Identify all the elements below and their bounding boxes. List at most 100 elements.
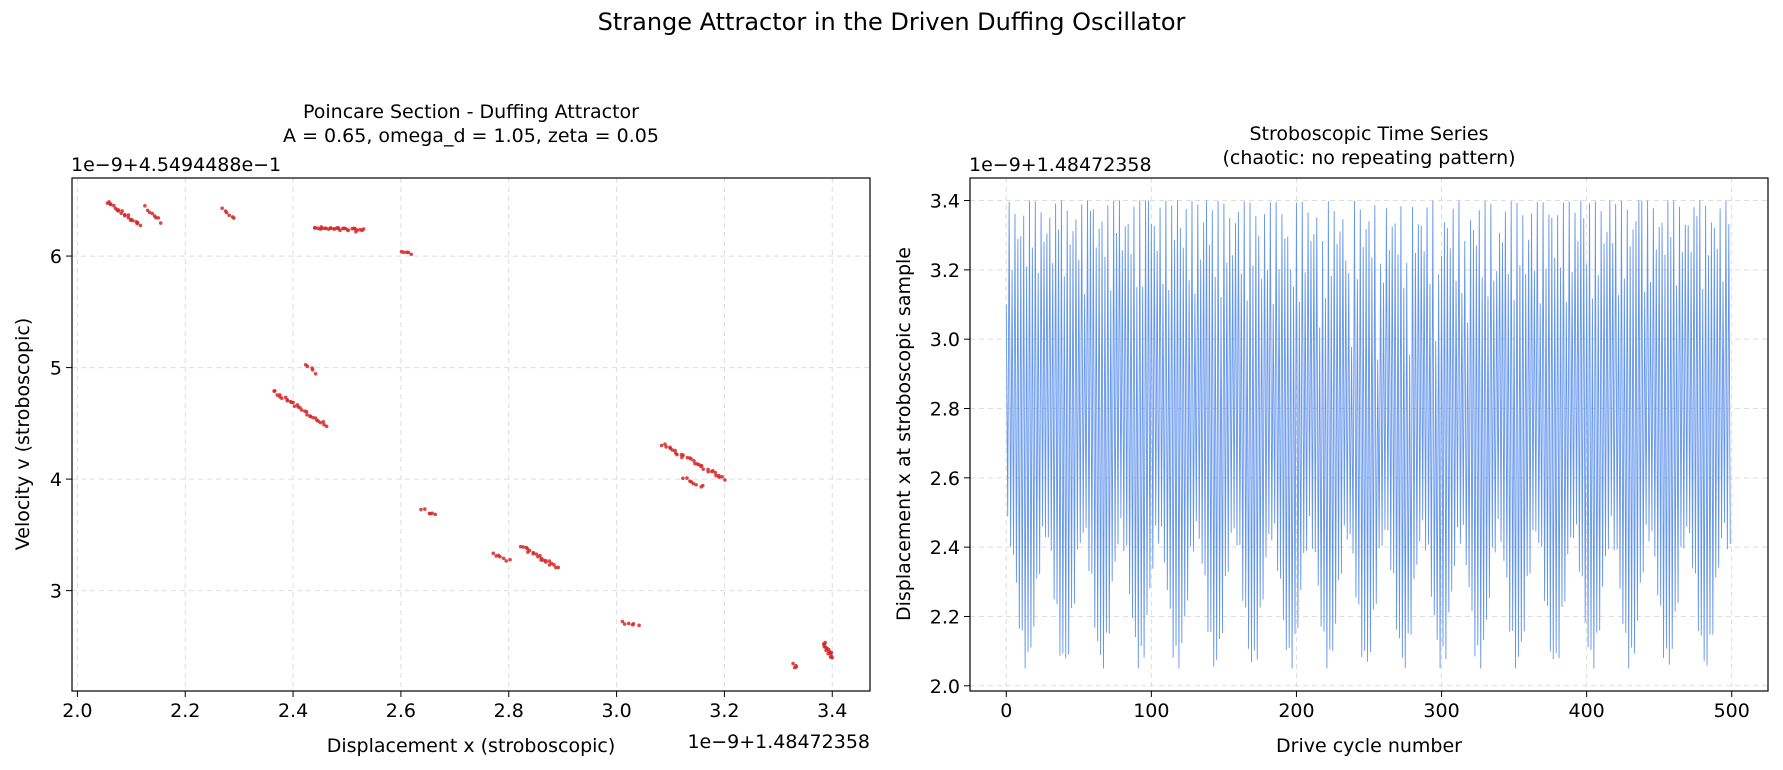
- poincare-x-tick-label: 2.4: [278, 700, 308, 722]
- poincare-title-line1: Poincare Section - Duffing Attractor: [303, 101, 639, 123]
- poincare-point: [299, 408, 304, 412]
- timeseries-x-tick-label: 100: [1133, 700, 1169, 722]
- poincare-point: [116, 208, 121, 212]
- poincare-point: [310, 368, 315, 372]
- poincare-point: [143, 204, 147, 208]
- poincare-frame: [71, 177, 871, 692]
- poincare-point: [659, 443, 664, 448]
- poincare-point: [681, 476, 685, 481]
- timeseries-x-tick-label: 200: [1278, 700, 1314, 722]
- timeseries-y-tick-label: 2.4: [930, 537, 960, 559]
- poincare-point: [622, 622, 627, 626]
- poincare-point: [338, 228, 342, 233]
- poincare-point: [720, 474, 724, 479]
- poincare-point: [131, 218, 135, 223]
- poincare-point: [694, 482, 698, 487]
- poincare-grid: [72, 178, 870, 691]
- poincare-x-tick-label: 2.2: [170, 700, 200, 722]
- poincare-point: [706, 469, 711, 474]
- timeseries-y-ticks: 2.0 2.2 2.4 2.6 2.8 3.0 3.2 3.4: [930, 191, 970, 698]
- timeseries-y-tick-label: 2.2: [930, 606, 960, 628]
- poincare-point: [135, 220, 140, 225]
- poincare-point: [423, 507, 427, 511]
- timeseries-x-label: Drive cycle number: [1276, 735, 1462, 757]
- poincare-point: [521, 545, 526, 549]
- poincare-point: [794, 665, 799, 669]
- poincare-point: [692, 458, 696, 463]
- poincare-point: [126, 213, 131, 217]
- poincare-point: [324, 424, 329, 429]
- poincare-point: [126, 215, 131, 220]
- poincare-point: [508, 557, 512, 562]
- poincare-point: [713, 470, 718, 475]
- timeseries-y-offset: 1e−9+1.48472358: [969, 154, 1152, 176]
- poincare-point: [321, 419, 326, 424]
- poincare-point: [305, 413, 309, 417]
- poincare-point: [156, 216, 161, 220]
- poincare-x-tick-label: 3.0: [601, 700, 631, 722]
- poincare-point: [498, 554, 502, 559]
- poincare-x-tick-label: 2.0: [62, 700, 92, 722]
- poincare-point: [108, 202, 113, 207]
- poincare-point: [685, 476, 689, 480]
- poincare-point: [312, 226, 317, 230]
- poincare-y-tick-label: 4: [50, 469, 62, 491]
- poincare-point: [285, 398, 290, 403]
- timeseries-y-tick-label: 2.8: [930, 399, 960, 421]
- poincare-point: [220, 206, 224, 211]
- poincare-point: [232, 216, 236, 220]
- poincare-point: [112, 203, 116, 208]
- poincare-title-line2: A = 0.65, omega_d = 1.05, zeta = 0.05: [283, 125, 659, 147]
- poincare-point: [322, 226, 327, 231]
- poincare-x-offset: 1e−9+1.48472358: [687, 731, 870, 753]
- poincare-point: [308, 414, 312, 418]
- poincare-point: [123, 213, 127, 218]
- poincare-point: [701, 467, 705, 471]
- poincare-x-tick-label: 3.2: [709, 700, 739, 722]
- poincare-point: [527, 548, 532, 553]
- timeseries-x-tick-label: 500: [1714, 700, 1750, 722]
- poincare-point: [700, 483, 705, 488]
- poincare-point: [419, 507, 423, 512]
- poincare-point: [291, 400, 295, 405]
- poincare-y-tick-label: 5: [50, 358, 62, 380]
- poincare-point: [830, 655, 835, 660]
- poincare-point: [158, 221, 163, 225]
- poincare-point: [501, 556, 506, 561]
- poincare-point: [631, 621, 636, 626]
- poincare-point: [346, 228, 350, 233]
- poincare-x-tick-label: 2.6: [386, 700, 416, 722]
- timeseries-title-line2: (chaotic: no repeating pattern): [1222, 147, 1515, 169]
- poincare-point: [227, 213, 231, 218]
- timeseries-y-label: Displacement x at stroboscopic sample: [893, 247, 915, 621]
- poincare-point: [714, 473, 718, 478]
- timeseries-y-tick-label: 2.0: [930, 676, 960, 698]
- poincare-point: [711, 469, 715, 473]
- poincare-point: [531, 550, 536, 555]
- timeseries-frame: [969, 177, 1769, 692]
- timeseries-x-tick-label: 400: [1569, 700, 1605, 722]
- poincare-point: [544, 560, 548, 564]
- poincare-point: [723, 478, 727, 482]
- timeseries-x-ticks: 0 100 200 300 400 500: [1000, 691, 1750, 722]
- poincare-point: [699, 464, 703, 469]
- poincare-point: [402, 250, 406, 255]
- poincare-point: [272, 389, 277, 393]
- poincare-point: [826, 647, 831, 652]
- timeseries-y-tick-label: 3.2: [930, 260, 960, 282]
- poincare-point: [224, 210, 229, 215]
- timeseries-x-tick-label: 0: [1000, 700, 1012, 722]
- poincare-point: [331, 227, 336, 231]
- poincare-point: [322, 422, 326, 427]
- figure-title: Strange Attractor in the Driven Duffing …: [597, 8, 1186, 36]
- poincare-point: [313, 371, 318, 376]
- poincare-point: [822, 642, 827, 646]
- poincare-point: [119, 211, 123, 216]
- poincare-point: [138, 223, 143, 228]
- poincare-points: [105, 200, 835, 670]
- poincare-point: [538, 553, 542, 558]
- poincare-x-tick-label: 2.8: [494, 700, 524, 722]
- poincare-point: [150, 211, 155, 216]
- poincare-y-label: Velocity v (stroboscopic): [12, 318, 34, 551]
- poincare-point: [292, 404, 297, 408]
